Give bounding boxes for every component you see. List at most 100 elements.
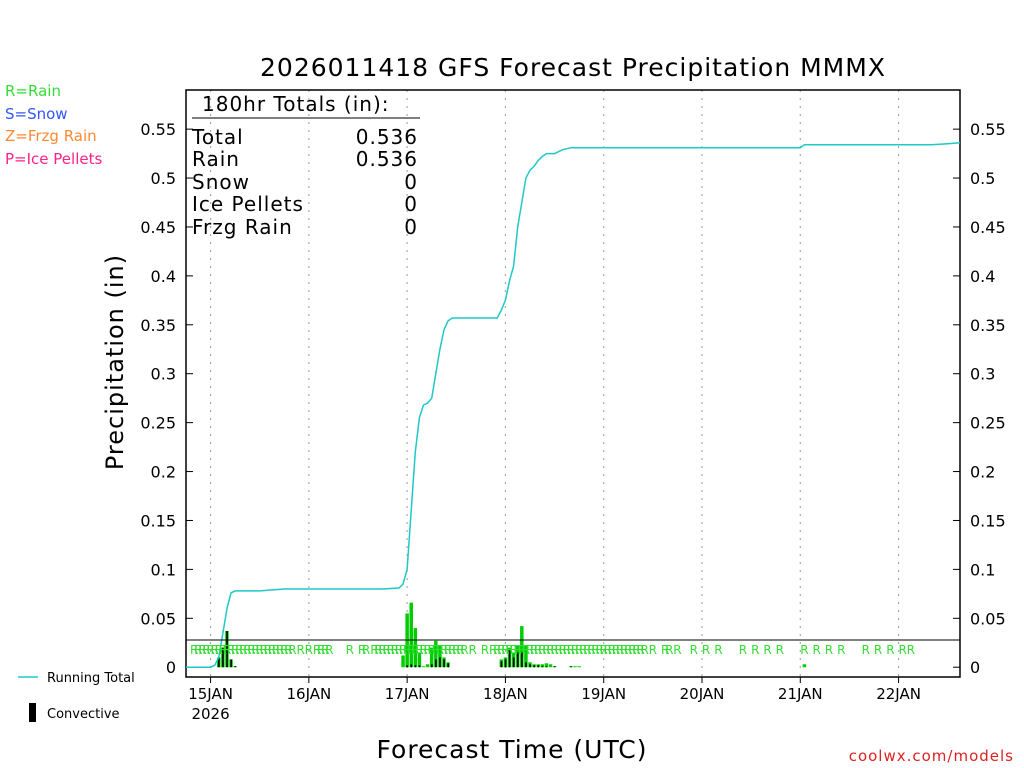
rain-marker: R <box>526 643 534 657</box>
rain-marker: R <box>391 643 399 657</box>
rain-marker: R <box>219 643 227 657</box>
y-tick-label-right: 0.1 <box>970 560 995 579</box>
convective-bar <box>418 665 421 668</box>
credit-text[interactable]: coolwx.com/models <box>849 747 1014 765</box>
totals-value-frzg-rain: 0 <box>404 215 418 239</box>
rain-marker: R <box>243 643 251 657</box>
rain-marker: R <box>509 643 517 657</box>
rain-marker: R <box>751 643 759 657</box>
precip-bar <box>548 664 553 668</box>
precip-bar <box>577 666 581 668</box>
rain-marker: R <box>444 643 452 657</box>
y-tick-label-left: 0.5 <box>151 169 176 188</box>
rain-marker: R <box>776 643 784 657</box>
rain-marker: R <box>874 643 882 657</box>
precip-bar <box>401 655 405 668</box>
rain-marker: R <box>251 643 259 657</box>
rain-marker: R <box>591 643 599 657</box>
totals-value-total: 0.536 <box>356 125 418 149</box>
rain-marker: R <box>493 643 501 657</box>
legend-convective: Convective <box>47 707 120 722</box>
totals-value-ice-pellets: 0 <box>404 192 418 216</box>
rain-marker: R <box>411 643 419 657</box>
x-tick-label: 20JAN <box>680 685 725 703</box>
x-tick-label: 16JAN <box>286 685 331 703</box>
rain-marker: R <box>907 643 915 657</box>
convective-bar <box>447 663 449 668</box>
y-axis-ticks: 0 00.05 0.050.1 0.10.15 0.150.2 0.20.25 0.250.… <box>140 120 1005 677</box>
rain-marker: R <box>362 643 370 657</box>
y-axis-label: Precipitation (in) <box>101 254 129 470</box>
precip-bar <box>438 645 442 668</box>
rain-marker: R <box>296 643 304 657</box>
precip-bar <box>544 663 549 668</box>
convective-bar <box>517 652 519 668</box>
rain-marker: R <box>346 643 354 657</box>
rain-marker: R <box>567 643 575 657</box>
rain-marker: R <box>497 643 505 657</box>
series-legend: Running Total Convective <box>18 671 135 722</box>
rain-marker: R <box>886 643 894 657</box>
rain-marker: R <box>825 643 833 657</box>
legend-rain: R=Rain <box>5 82 61 100</box>
convective-bar <box>431 664 433 668</box>
rain-marker: R <box>239 643 247 657</box>
rain-marker: R <box>387 643 395 657</box>
convective-bar <box>533 665 535 668</box>
precip-bar <box>425 664 430 668</box>
y-tick-label-right: 0.2 <box>970 463 995 482</box>
convective-bar <box>414 665 417 668</box>
rain-marker: R <box>194 643 202 657</box>
rain-marker: R <box>608 643 616 657</box>
precip-bar <box>802 664 807 668</box>
precip-bar <box>524 645 528 668</box>
rain-marker: R <box>690 643 698 657</box>
precip-bar <box>573 666 577 668</box>
rain-marker: R <box>313 643 321 657</box>
rain-marker: R <box>579 643 587 657</box>
x-axis-ticks: 15JAN 2026 16JAN 17JAN 18JAN 19JAN 20JAN 21JAN 2… <box>188 677 921 723</box>
rain-marker: R <box>382 643 390 657</box>
convective-bar <box>406 665 409 668</box>
running-total-line <box>186 142 961 668</box>
y-tick-label-right: 0.15 <box>970 511 1006 530</box>
precip-bar <box>409 602 413 668</box>
rain-marker: R <box>374 643 382 657</box>
x-tick-label: 18JAN <box>483 685 528 703</box>
rain-marker: R <box>763 643 771 657</box>
x-tick-label: 17JAN <box>385 685 430 703</box>
convective-bar <box>222 647 224 668</box>
legend-frzg-rain: Z=Frzg Rain <box>5 127 97 145</box>
precip-bar <box>421 666 426 668</box>
rain-marker: R <box>276 643 284 657</box>
y-tick-label-right: 0 <box>970 658 980 677</box>
rain-marker: R <box>575 643 583 657</box>
convective-bar <box>541 666 544 668</box>
totals-value-rain: 0.536 <box>356 147 418 171</box>
x-tick-sublabel: 2026 <box>191 705 229 723</box>
y-tick-label-left: 0.2 <box>151 463 176 482</box>
convective-bar <box>230 659 232 668</box>
y-tick-label-left: 0.45 <box>140 218 176 237</box>
precip-bar <box>413 628 418 668</box>
rain-marker: R <box>702 643 710 657</box>
rain-marker: R <box>518 643 526 657</box>
convective-bar <box>226 631 228 668</box>
y-tick-label-left: 0.15 <box>140 511 176 530</box>
convective-bar <box>545 666 548 668</box>
rain-marker: R <box>563 643 571 657</box>
rain-marker: R <box>260 643 268 657</box>
legend-snow: S=Snow <box>5 105 68 123</box>
rain-marker: R <box>616 643 624 657</box>
precip-bar <box>520 626 524 668</box>
rain-marker: R <box>280 643 288 657</box>
convective-bar <box>443 659 445 668</box>
y-tick-label-left: 0.25 <box>140 414 176 433</box>
rain-marker: R <box>215 643 223 657</box>
convective-bar <box>218 657 220 668</box>
rain-marker: R <box>514 643 522 657</box>
x-tick-label: 15JAN <box>188 685 233 703</box>
convective-bar <box>529 664 531 668</box>
rain-marker: R <box>395 643 403 657</box>
x-axis-label: Forecast Time (UTC) <box>377 735 648 764</box>
